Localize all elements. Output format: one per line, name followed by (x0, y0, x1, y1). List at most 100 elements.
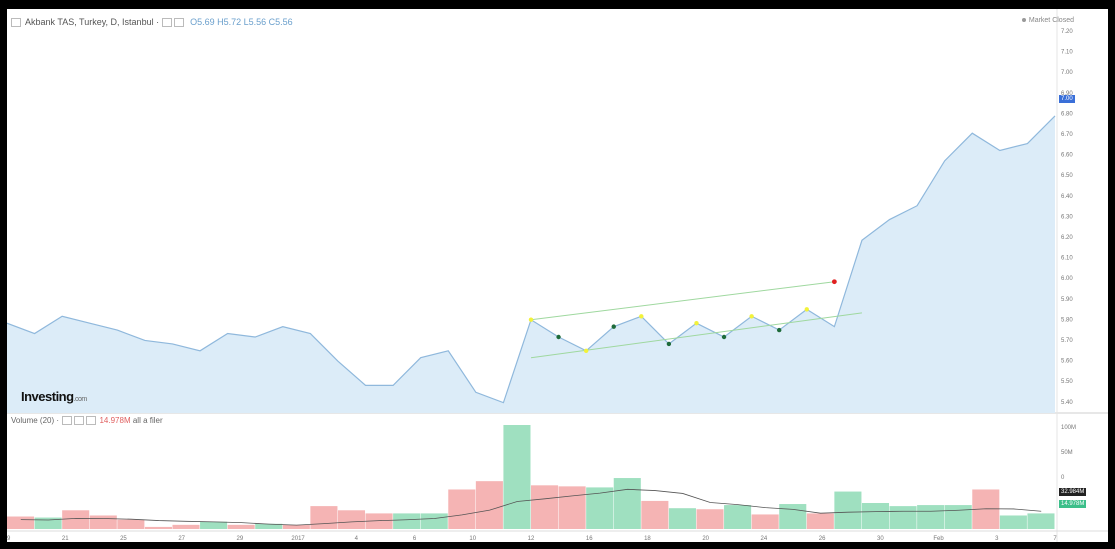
investing-logo: Investing.com (21, 389, 87, 404)
logo-suffix: .com (73, 396, 88, 403)
volume-bar (1027, 513, 1055, 529)
volume-bar (641, 500, 669, 529)
volume-bar (503, 425, 531, 529)
volume-bar (7, 516, 35, 529)
chart-frame: 7.20 7.10 7.00 6.90 6.80 6.70 6.60 6.50 6.40 6.30… (7, 9, 1108, 542)
price-tick-label: 6.30 (1061, 214, 1073, 220)
price-tick-label: 5.50 (1061, 379, 1073, 385)
volume-bar (420, 513, 448, 529)
chart-canvas[interactable]: 7.207.107.006.906.806.706.606.506.406.30… (7, 9, 1108, 542)
price-tick-label: 5.90 (1061, 297, 1073, 303)
price-tick-label: 6.70 (1061, 132, 1073, 138)
x-tick-label: 2017 (291, 536, 305, 542)
status-dot-icon (1021, 18, 1026, 23)
volume-bar (889, 506, 917, 529)
price-tick-label: 6.60 (1061, 153, 1073, 159)
volume-bar (62, 510, 90, 529)
x-tick-label: 21 (62, 536, 69, 542)
symbol-checkbox-icon[interactable] (11, 18, 21, 28)
volume-bar (861, 503, 890, 529)
trough-marker (721, 334, 727, 340)
x-tick-label: 10 (469, 536, 476, 542)
volume-value: 14.978M (99, 416, 131, 425)
x-tick-label: Feb (933, 536, 944, 542)
ohlc-values: O5.69 H5.72 L5.56 C5.56 (190, 17, 293, 27)
peak-marker (694, 320, 699, 326)
price-tick-label: 6.90 (1061, 91, 1073, 97)
price-tick-label: 7.20 (1061, 29, 1073, 35)
volume-bar (365, 513, 393, 529)
volume-label: Volume (20) (11, 416, 55, 425)
volume-bar (200, 521, 228, 529)
volume-bar (144, 526, 172, 529)
volume-bar (475, 481, 503, 529)
volume-bar (724, 505, 752, 529)
x-tick-label: 24 (761, 536, 768, 542)
chart-title: Akbank TAS, Turkey, D, Istanbul (25, 17, 154, 27)
price-tick-label: 5.40 (1061, 400, 1073, 406)
volume-last-tag: 14.978M (1059, 500, 1087, 508)
x-tick-label: 12 (528, 536, 535, 542)
trough-marker (777, 327, 782, 333)
volume-bar (586, 487, 614, 529)
logo-brand: Investing (21, 389, 74, 404)
volume-bar (696, 509, 724, 529)
x-tick-label: 29 (237, 536, 244, 542)
volume-ma-line (20, 488, 1042, 526)
trough-marker (666, 341, 672, 347)
volume-bar (834, 491, 862, 529)
volume-tick-label: 50M (1061, 450, 1073, 456)
volume-bar (337, 510, 366, 529)
volume-bar (944, 505, 972, 529)
x-tick-label: 16 (586, 536, 593, 542)
volume-bar (779, 504, 807, 529)
chart-title-bar: Akbank TAS, Turkey, D, Istanbul · O5.69 … (11, 17, 293, 28)
price-tick-label: 6.00 (1061, 276, 1073, 282)
volume-tick-label: 0 (1061, 475, 1065, 481)
volume-bar (917, 505, 945, 529)
price-tick-label: 7.00 (1061, 70, 1073, 76)
price-tick-label: 5.80 (1061, 317, 1073, 323)
x-tick-label: 25 (120, 536, 127, 542)
x-tick-label: 3 (995, 536, 999, 542)
price-tick-label: 5.60 (1061, 359, 1073, 365)
price-tick-label: 6.80 (1061, 111, 1073, 117)
peak-marker (749, 314, 754, 319)
market-status-label: Market Closed (1028, 17, 1074, 24)
price-tick-label: 5.70 (1061, 338, 1073, 344)
trough-marker (556, 334, 561, 340)
volume-bar (117, 519, 145, 529)
volume-bar (310, 506, 338, 529)
x-tick-label: 26 (819, 536, 826, 542)
volume-bar (806, 513, 834, 529)
x-tick-label: 18 (644, 536, 651, 542)
x-tick-label: 7 (1053, 536, 1057, 542)
volume-bar (558, 486, 586, 529)
volume-extra: all a filer (132, 416, 163, 425)
current-price-tag: 7.00 (1059, 95, 1075, 103)
peak-marker (804, 307, 809, 312)
price-area (7, 115, 1055, 413)
volume-bar (999, 515, 1027, 529)
volume-bar (227, 524, 255, 529)
market-status: Market Closed (1021, 17, 1074, 24)
volume-legend: Volume (20) · 14.978M all a filer (11, 416, 163, 426)
volume-bar (613, 478, 641, 529)
x-tick-label: 27 (178, 536, 185, 542)
x-tick-label: 30 (877, 536, 884, 542)
volume-ma-tag: 32.984M (1059, 488, 1087, 496)
peak-marker (583, 348, 589, 354)
price-tick-label: 6.40 (1061, 194, 1073, 200)
volume-settings-icon[interactable] (62, 416, 73, 426)
volume-bar (531, 485, 559, 529)
volume-bar (393, 513, 421, 529)
volume-bar (172, 524, 200, 529)
price-tick-label: 6.20 (1061, 235, 1073, 241)
settings-boxes-icon[interactable]: · (156, 17, 186, 28)
volume-bar (751, 514, 779, 529)
upper-trendline (530, 281, 835, 321)
trough-marker (611, 324, 616, 329)
peak-marker (528, 317, 534, 322)
price-tick-label: 7.10 (1061, 50, 1073, 56)
peak-marker (639, 314, 644, 319)
